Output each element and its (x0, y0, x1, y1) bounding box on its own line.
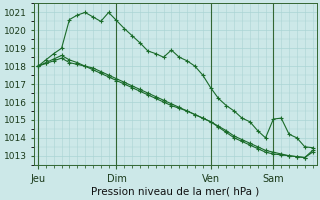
X-axis label: Pression niveau de la mer( hPa ): Pression niveau de la mer( hPa ) (91, 187, 260, 197)
